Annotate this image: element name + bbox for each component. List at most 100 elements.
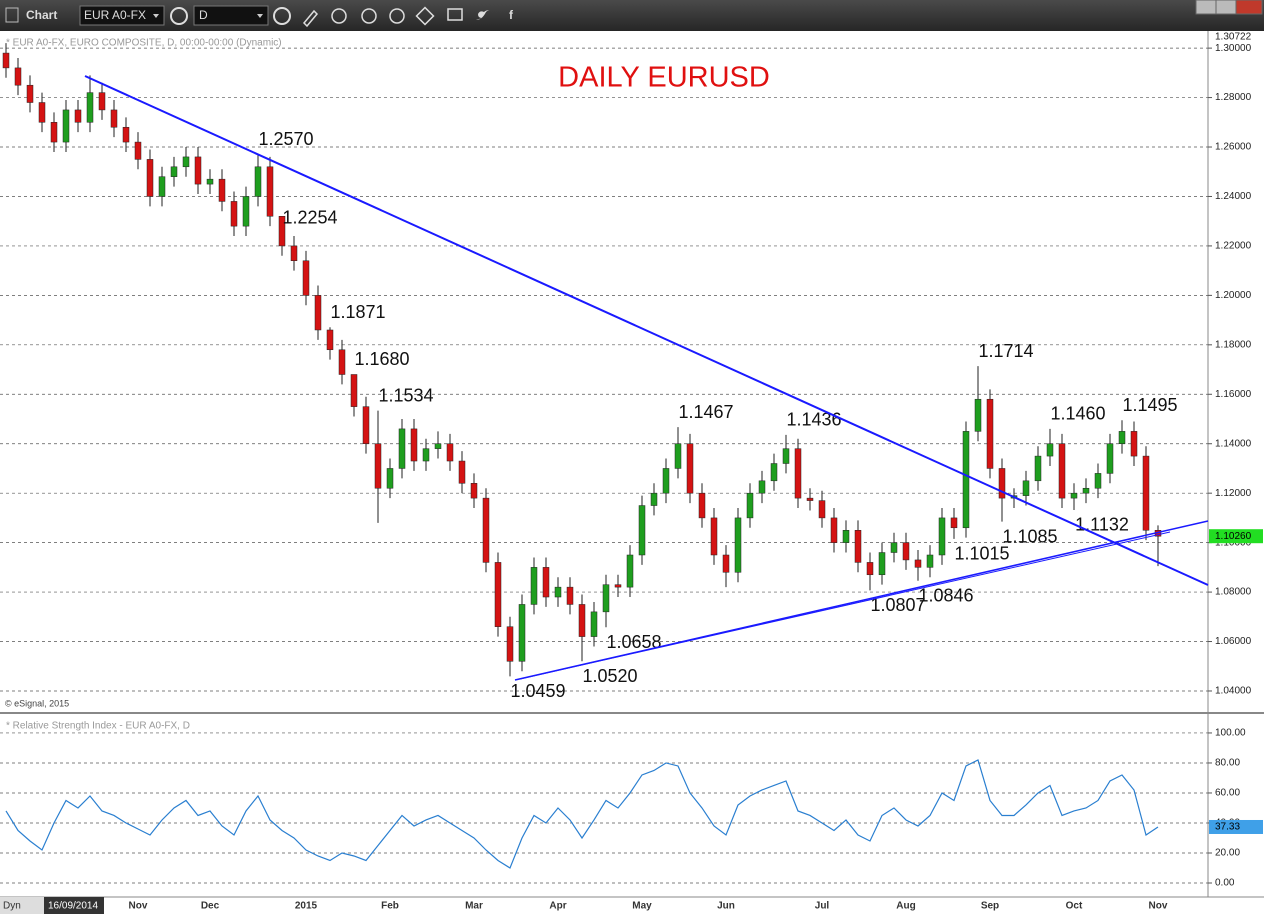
candle-body: [14, 67, 22, 86]
candle-body: [626, 554, 634, 588]
last-value-box: [1209, 819, 1263, 834]
axis-high-label: 1.30722: [1215, 32, 1252, 43]
x-tick-label: Nov: [1149, 901, 1168, 912]
candle-body: [746, 492, 754, 519]
candle-body: [290, 245, 298, 262]
y-tick-label: 1.26000: [1215, 142, 1252, 153]
facebook-button[interactable]: f: [509, 8, 514, 22]
price-annotation: 1.0459: [510, 681, 565, 701]
candle-body: [962, 431, 970, 529]
symbol: EUR A0-FX: [84, 8, 146, 22]
candle-body: [842, 530, 850, 543]
candle-body: [398, 428, 406, 469]
chart-title: DAILY EURUSD: [558, 62, 770, 94]
x-tick-label: Dec: [201, 901, 220, 912]
candle-body: [650, 492, 658, 506]
price-annotation: 1.2570: [258, 129, 313, 149]
last-value-label: 1.10260: [1215, 531, 1252, 542]
candle-body: [1118, 431, 1126, 444]
toolbar: [0, 0, 1264, 31]
interval-box[interactable]: [193, 5, 269, 26]
candle-body: [314, 295, 322, 331]
twitter-button[interactable]: [476, 10, 490, 20]
interval: D: [199, 8, 208, 22]
candle-body: [926, 554, 934, 568]
y-tick-label: 20.00: [1215, 848, 1240, 859]
candle-body: [62, 109, 70, 143]
candle-body: [734, 517, 742, 573]
candle-body: [1082, 487, 1090, 494]
close-button[interactable]: [1235, 0, 1263, 15]
candle-body: [482, 497, 490, 563]
dropdown-arrow: [257, 14, 263, 18]
candle-body: [26, 84, 34, 103]
clock-button[interactable]: [273, 7, 291, 25]
price-annotation: 1.1467: [678, 402, 733, 422]
candle-body: [638, 505, 646, 556]
rsi-line: [5, 759, 1159, 869]
candle-body: [446, 443, 454, 462]
play-button[interactable]: [361, 8, 377, 24]
candle-body: [422, 448, 430, 462]
candle-body: [794, 448, 802, 499]
price-annotation: 1.0520: [582, 666, 637, 686]
candle-body: [38, 102, 46, 123]
candle-body: [506, 626, 514, 662]
candle-body: [566, 586, 574, 605]
x-tick-label: Jun: [717, 901, 735, 912]
candle-body: [1106, 443, 1114, 474]
candle-body: [1058, 443, 1066, 499]
candle-body: [458, 460, 466, 484]
candle-body: [266, 166, 274, 217]
y-tick-label: 1.14000: [1215, 438, 1252, 449]
candle-body: [194, 156, 202, 185]
candle-body: [854, 530, 862, 563]
y-tick-label: 1.12000: [1215, 488, 1252, 499]
mode: Dyn: [3, 901, 21, 912]
candle-body: [698, 492, 706, 519]
chart-subtitle: * EUR A0-FX, EURO COMPOSITE, D, 00:00-00…: [6, 38, 282, 49]
y-tick-label: 1.20000: [1215, 290, 1252, 301]
candle-body: [242, 196, 250, 227]
downtrend-line: [84, 75, 1209, 586]
draw-button[interactable]: [302, 9, 319, 28]
y-tick-label: 1.08000: [1215, 587, 1252, 598]
rsi-subtitle: * Relative Strength Index - EUR A0-FX, D: [6, 721, 190, 732]
candle-body: [494, 562, 502, 627]
maximize-button[interactable]: [1215, 0, 1237, 15]
refresh-button[interactable]: [331, 8, 347, 24]
y-tick-label: 60.00: [1215, 788, 1240, 799]
candle-body: [254, 166, 262, 197]
candle-body: [278, 216, 286, 247]
x-tick-label: Nov: [129, 901, 148, 912]
help-button[interactable]: [1195, 0, 1217, 15]
settings-button[interactable]: [170, 7, 188, 25]
candle-body: [1046, 443, 1054, 457]
y-tick-label: 1.30000: [1215, 43, 1252, 54]
last-value-box: [1209, 529, 1263, 544]
candle-body: [230, 201, 238, 227]
tool-button[interactable]: [415, 6, 435, 26]
candle-body: [902, 542, 910, 561]
candle-body: [98, 92, 106, 111]
candle-body: [530, 567, 538, 605]
x-tick-label: May: [632, 901, 652, 912]
candle-body: [554, 586, 562, 598]
candle-body: [806, 497, 814, 501]
symbol-box[interactable]: [79, 5, 165, 26]
candle-body: [1130, 431, 1138, 457]
candle-body: [974, 398, 982, 432]
candle-body: [182, 156, 190, 168]
comment-button[interactable]: [447, 8, 463, 21]
candle-body: [662, 468, 670, 494]
candle-body: [50, 122, 58, 143]
candle-body: [110, 109, 118, 128]
price-annotation: 1.1534: [378, 385, 433, 405]
mode-box: [0, 897, 44, 914]
candle-body: [338, 349, 346, 375]
candle-body: [542, 567, 550, 598]
candle-body: [914, 559, 922, 568]
candle-body: [74, 109, 82, 123]
alert-button[interactable]: [389, 8, 405, 24]
